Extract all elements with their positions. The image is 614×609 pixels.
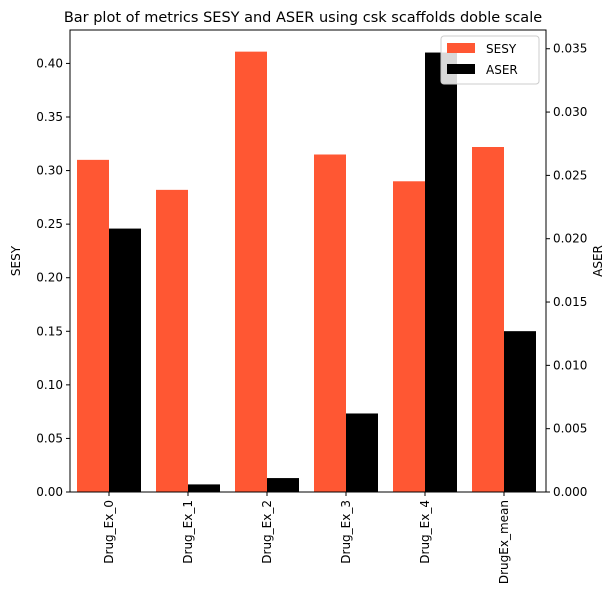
x-tick-label: Drug_Ex_4: [418, 500, 432, 564]
y-axis-label: SESY: [9, 245, 23, 276]
x-tick-label: DrugEx_mean: [497, 500, 511, 584]
y2-axis-label: ASER: [591, 245, 605, 277]
y-tick-label: 0.15: [36, 324, 63, 338]
bar-sesy-0: [77, 159, 109, 492]
y-tick-label: 0.10: [36, 378, 63, 392]
y-axis-right: 0.000 0.005 0.010 0.015 0.020 0.025 0.030 0.035: [546, 42, 587, 499]
y-tick-label: 0.25: [36, 217, 63, 231]
y-tick-label: 0.05: [36, 431, 63, 445]
chart-title: Bar plot of metrics SESY and ASER using …: [64, 10, 542, 26]
bars-layer: [77, 51, 536, 493]
legend-swatch-sesy: [447, 43, 475, 53]
x-tick-label: Drug_Ex_1: [181, 500, 195, 564]
bar-sesy-3: [314, 154, 346, 492]
bar-aser-4: [425, 52, 457, 493]
y2-tick-label: 0.010: [553, 358, 587, 372]
bar-sesy-2: [235, 51, 267, 493]
y2-tick-label: 0.005: [553, 422, 587, 436]
y2-tick-label: 0.020: [553, 232, 587, 246]
y2-tick-label: 0.025: [553, 168, 587, 182]
y2-tick-label: 0.000: [553, 485, 587, 499]
bar-sesy-5: [472, 147, 504, 492]
y2-tick-label: 0.035: [553, 42, 587, 56]
legend-swatch-aser: [447, 64, 475, 74]
bar-aser-1: [188, 484, 220, 492]
y-tick-label: 0.00: [36, 485, 63, 499]
y-axis-left: 0.00 0.05 0.10 0.15 0.20 0.25 0.30 0.35 0.40: [36, 56, 70, 499]
y-tick-label: 0.20: [36, 271, 63, 285]
legend-label-sesy: SESY: [486, 42, 517, 56]
y-tick-label: 0.40: [36, 56, 63, 70]
bar-aser-2: [267, 478, 299, 492]
bar-aser-3: [346, 413, 378, 492]
bar-aser-5: [504, 331, 536, 492]
y-tick-label: 0.30: [36, 164, 63, 178]
legend-label-aser: ASER: [486, 63, 518, 77]
bar-aser-0: [109, 228, 141, 492]
bar-sesy-1: [156, 189, 188, 492]
x-axis: Drug_Ex_0 Drug_Ex_1 Drug_Ex_2 Drug_Ex_3 Drug…: [102, 492, 511, 584]
bar-sesy-4: [393, 181, 425, 493]
x-tick-label: Drug_Ex_0: [102, 500, 116, 564]
plot-frame: [69, 29, 547, 493]
legend: SESY ASER: [440, 35, 540, 85]
y2-tick-label: 0.015: [553, 295, 587, 309]
x-tick-label: Drug_Ex_3: [339, 500, 353, 564]
y-tick-label: 0.35: [36, 110, 63, 124]
x-tick-label: Drug_Ex_2: [260, 500, 274, 564]
y2-tick-label: 0.030: [553, 105, 587, 119]
